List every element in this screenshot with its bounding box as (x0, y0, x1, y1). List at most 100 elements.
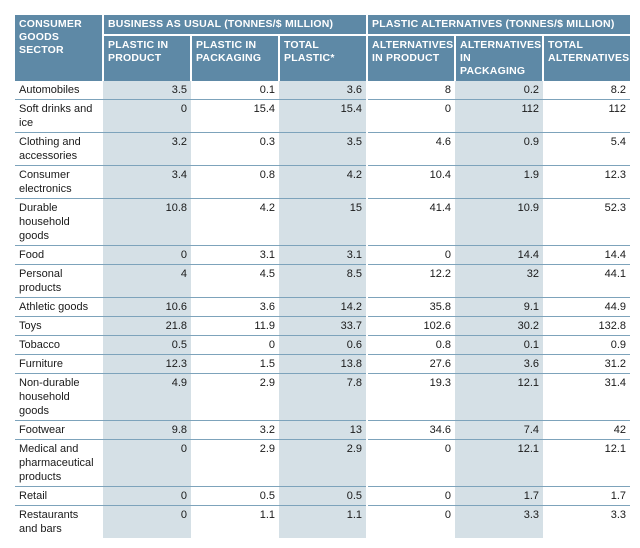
cell-total-plastic: 0.5 (279, 486, 368, 506)
table-row: Soft drinks and ice 0 15.4 15.4 0 112 112 (15, 99, 631, 133)
cell-plastic-in-packaging: 0.5 (191, 486, 279, 506)
cell-plastic-in-packaging: 1.5 (191, 354, 279, 374)
cell-total-alternatives: 42 (543, 420, 631, 440)
cell-alternatives-in-packaging: 112 (455, 99, 544, 133)
table-header: CONSUMER GOODS SECTOR BUSINESS AS USUAL … (15, 15, 631, 81)
cell-plastic-in-product: 0.5 (103, 335, 191, 355)
table-row: Restaurants and bars 0 1.1 1.1 0 3.3 3.3 (15, 505, 630, 538)
cell-alternatives-in-product: 0 (366, 245, 456, 265)
cell-total-alternatives: 112 (543, 99, 631, 133)
cell-plastic-in-product: 3.2 (103, 132, 191, 166)
cell-total-plastic: 15 (279, 198, 368, 246)
table-row: Medical and pharmaceutical products 0 2.9 2… (15, 439, 631, 487)
cell-plastic-in-product: 0 (103, 505, 191, 538)
header-group-row: CONSUMER GOODS SECTOR BUSINESS AS USUAL … (15, 15, 631, 81)
cell-alternatives-in-packaging: 3.6 (455, 354, 544, 374)
cell-plastic-in-product: 0 (103, 245, 191, 265)
cell-plastic-in-product: 3.4 (103, 165, 191, 199)
cell-sector: Medical and pharmaceutical products (15, 439, 103, 487)
cell-alternatives-in-product: 10.4 (366, 165, 456, 199)
cell-alternatives-in-product: 0 (366, 486, 456, 506)
table-row: Durable household goods 10.8 4.2 15 41.4 10.9… (15, 198, 631, 246)
cell-plastic-in-product: 0 (103, 99, 191, 133)
cell-sector: Toys (15, 316, 103, 336)
table-row: Non-durable household goods 4.9 2.9 7.8 19.3… (15, 373, 631, 421)
cell-plastic-in-product: 0 (103, 486, 191, 506)
cell-total-alternatives: 31.2 (543, 354, 631, 374)
cell-plastic-in-packaging: 0.3 (191, 132, 279, 166)
cell-total-plastic: 7.8 (279, 373, 368, 421)
table-body: Automobiles 3.5 0.1 3.6 8 0.2 8.2 Soft drinks a… (15, 81, 631, 538)
cell-alternatives-in-product: 35.8 (366, 297, 456, 317)
cell-sector: Tobacco (15, 335, 103, 355)
cell-plastic-in-packaging: 0 (191, 335, 279, 355)
cell-total-alternatives: 52.3 (543, 198, 631, 246)
header-plastic-in-packaging: PLASTIC IN PACKAGING (190, 35, 279, 81)
cell-alternatives-in-product: 0 (366, 439, 456, 487)
cell-plastic-in-packaging: 4.5 (191, 264, 279, 298)
cell-total-alternatives: 12.1 (543, 439, 631, 487)
table-row: Food 0 3.1 3.1 0 14.4 14.4 (15, 245, 631, 265)
table-row: Personal products 4 4.5 8.5 12.2 32 44.1 (15, 264, 631, 298)
cell-total-alternatives: 12.3 (543, 165, 631, 199)
cell-sector: Non-durable household goods (15, 373, 103, 421)
cell-plastic-in-packaging: 11.9 (191, 316, 279, 336)
cell-plastic-in-packaging: 2.9 (191, 373, 279, 421)
cell-alternatives-in-product: 4.6 (366, 132, 456, 166)
header-group-business-as-usual: BUSINESS AS USUAL (TONNES/$ MILLION) (101, 15, 368, 36)
cell-alternatives-in-packaging: 7.4 (455, 420, 544, 440)
cell-plastic-in-product: 9.8 (103, 420, 191, 440)
header-alternatives-in-product: ALTERNATIVES IN PRODUCT (366, 35, 456, 81)
cell-plastic-in-packaging: 4.2 (191, 198, 279, 246)
cell-plastic-in-packaging: 15.4 (191, 99, 279, 133)
cell-alternatives-in-packaging: 0.9 (455, 132, 544, 166)
cell-plastic-in-product: 0 (103, 439, 191, 487)
cell-total-alternatives: 0.9 (543, 335, 631, 355)
cell-plastic-in-packaging: 3.2 (191, 420, 279, 440)
header-total-plastic: TOTAL PLASTIC* (277, 35, 368, 81)
table-row: Clothing and accessories 3.2 0.3 3.5 4.6 0.9 5… (15, 132, 631, 166)
cell-total-plastic: 13.8 (279, 354, 368, 374)
cell-plastic-in-product: 3.5 (103, 81, 191, 100)
header-alternatives-in-packaging: ALTERNATIVES IN PACKAGING (454, 35, 544, 81)
header-sector: CONSUMER GOODS SECTOR (15, 15, 103, 81)
cell-alternatives-in-packaging: 12.1 (455, 373, 544, 421)
cell-alternatives-in-packaging: 30.2 (455, 316, 544, 336)
cell-total-plastic: 3.1 (279, 245, 368, 265)
cell-alternatives-in-product: 0.8 (366, 335, 456, 355)
cell-alternatives-in-product: 19.3 (366, 373, 456, 421)
cell-alternatives-in-product: 41.4 (366, 198, 456, 246)
header-group-plastic-alternatives: PLASTIC ALTERNATIVES (TONNES/$ MILLION) (366, 15, 631, 36)
cell-total-plastic: 2.9 (279, 439, 368, 487)
cell-alternatives-in-packaging: 3.3 (455, 505, 544, 538)
table-row: Retail 0 0.5 0.5 0 1.7 1.7 (15, 486, 631, 506)
cell-plastic-in-packaging: 2.9 (191, 439, 279, 487)
cell-total-plastic: 15.4 (279, 99, 368, 133)
cell-sector: Retail (15, 486, 103, 506)
cell-alternatives-in-product: 27.6 (366, 354, 456, 374)
cell-total-plastic: 1.1 (279, 505, 368, 538)
cell-total-plastic: 4.2 (279, 165, 368, 199)
cell-alternatives-in-packaging: 10.9 (455, 198, 544, 246)
cell-total-alternatives: 1.7 (543, 486, 631, 506)
cell-sector: Athletic goods (15, 297, 103, 317)
cell-total-alternatives: 44.9 (543, 297, 631, 317)
plastic-intensity-table: CONSUMER GOODS SECTOR BUSINESS AS USUAL … (15, 15, 631, 538)
cell-alternatives-in-product: 0 (366, 99, 456, 133)
cell-plastic-in-packaging: 0.8 (191, 165, 279, 199)
cell-sector: Furniture (15, 354, 103, 374)
cell-alternatives-in-packaging: 12.1 (455, 439, 544, 487)
cell-plastic-in-product: 4 (103, 264, 191, 298)
cell-sector: Footwear (15, 420, 103, 440)
cell-plastic-in-product: 12.3 (103, 354, 191, 374)
cell-total-alternatives: 31.4 (543, 373, 631, 421)
cell-alternatives-in-packaging: 32 (455, 264, 544, 298)
header-total-alternatives: TOTAL ALTERNATIVES (542, 35, 631, 81)
cell-total-alternatives: 8.2 (543, 81, 631, 100)
cell-total-alternatives: 3.3 (610, 509, 627, 521)
cell-sector: Soft drinks and ice (15, 99, 103, 133)
cell-sector: Restaurants and bars (19, 509, 79, 535)
plastic-intensity-table-container: CONSUMER GOODS SECTOR BUSINESS AS USUAL … (15, 15, 631, 538)
cell-total-plastic: 33.7 (279, 316, 368, 336)
cell-alternatives-in-product: 0 (366, 505, 456, 538)
